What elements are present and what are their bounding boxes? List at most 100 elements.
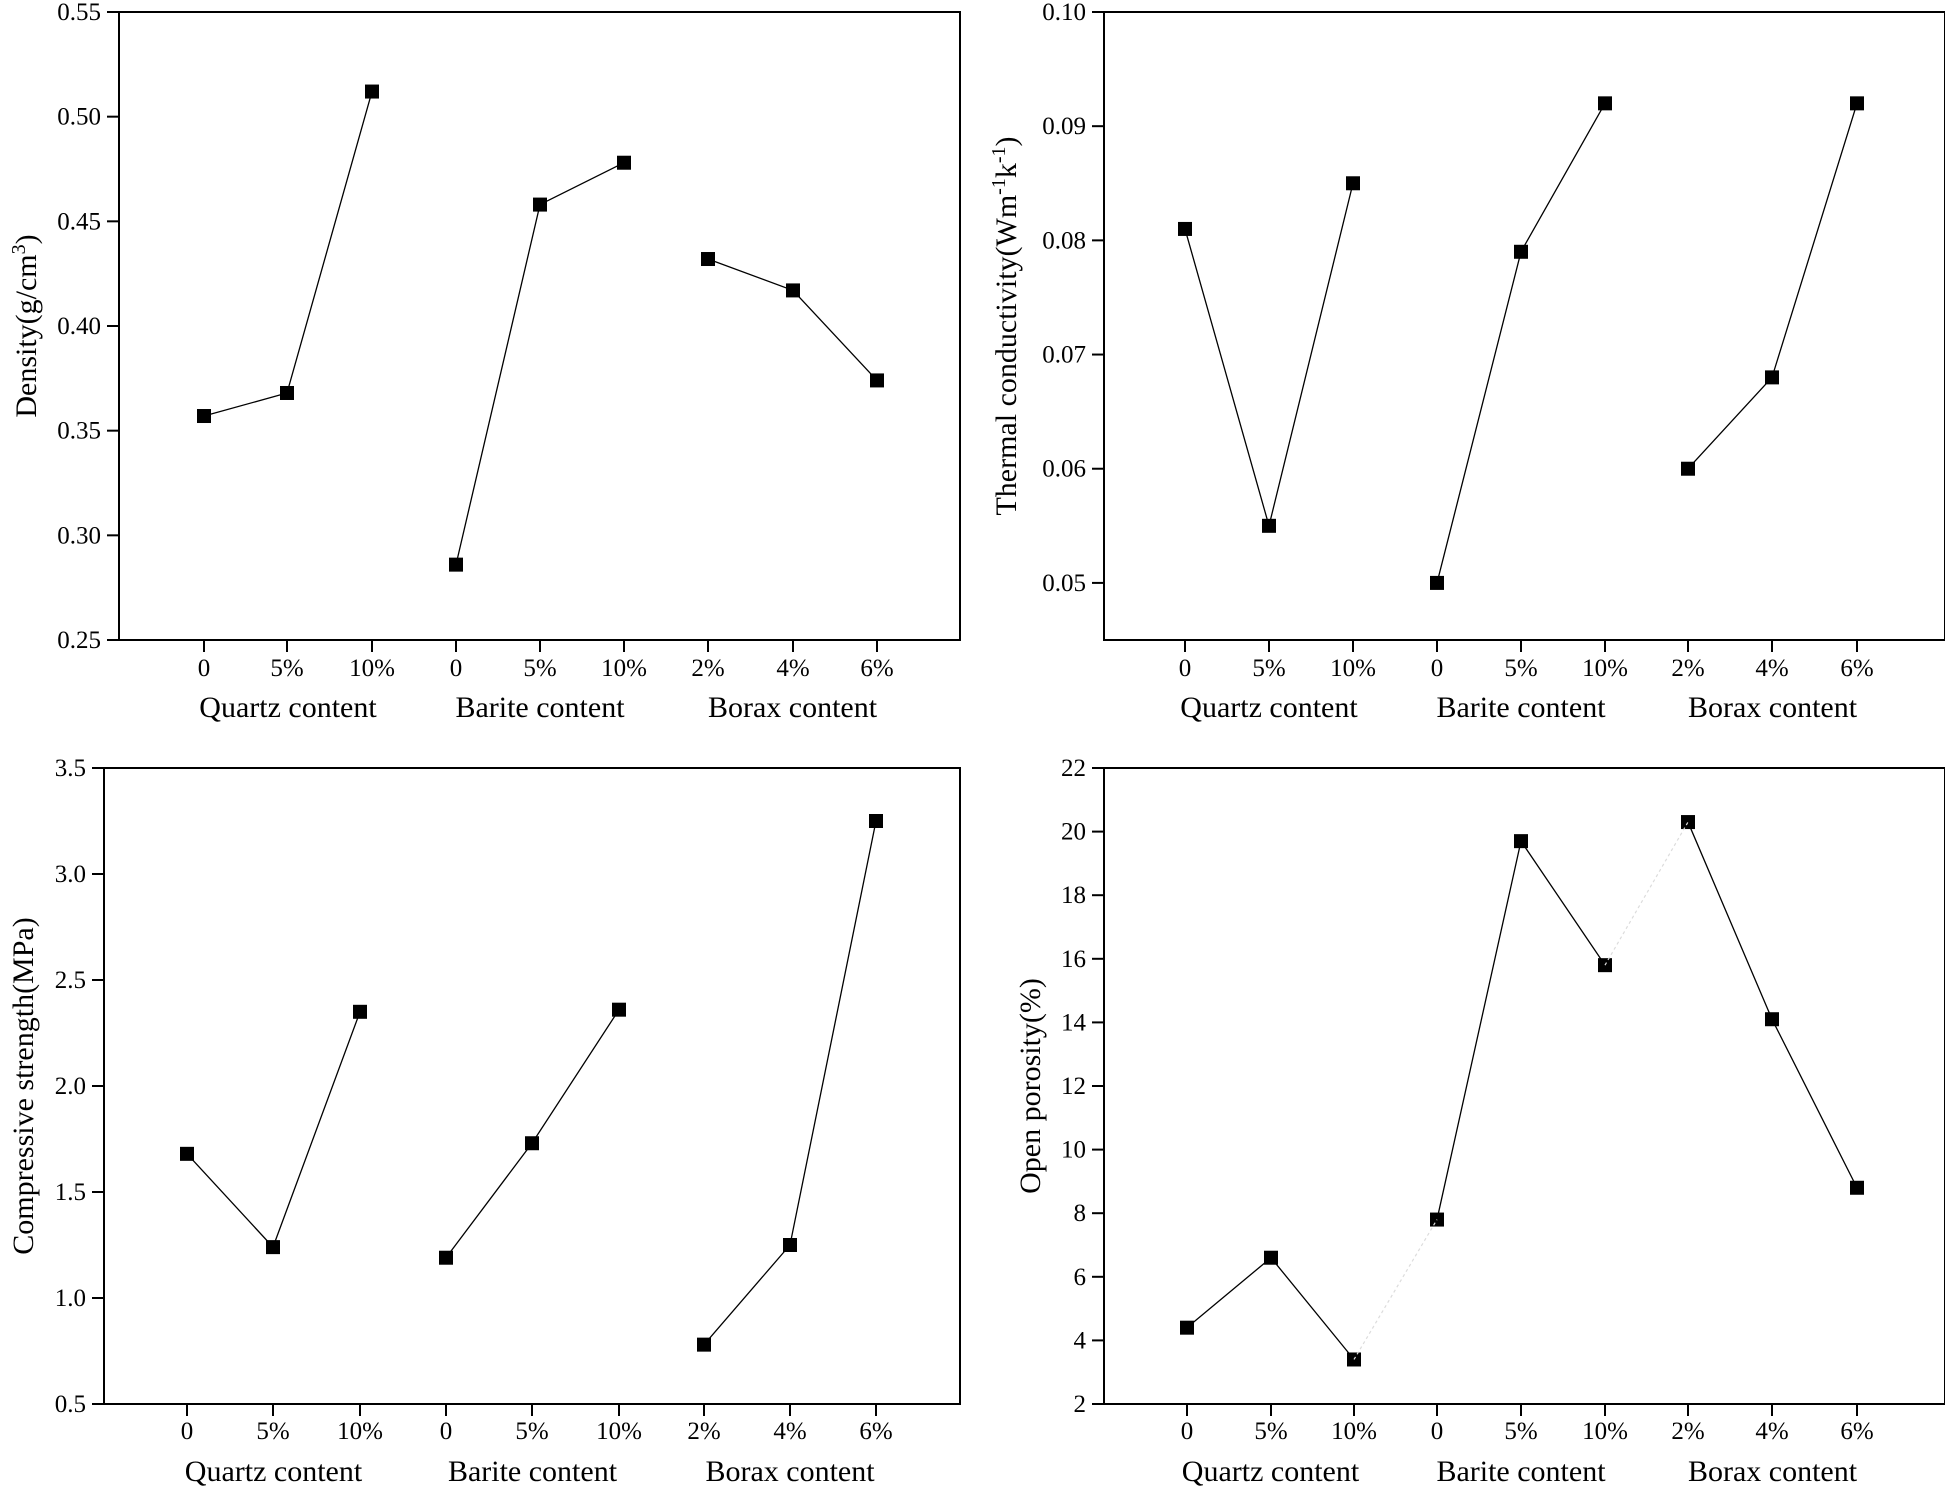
series-line (445, 1009, 620, 1259)
chart-panel-4: 2 4 6 8 10 12 14 16 18 20 22 Open porosity(%) 0 5% 10%… (1014, 755, 1945, 1488)
series-line (1436, 839, 1606, 1220)
y-tick-label: 0.25 (57, 627, 101, 654)
x-tick-label: 10% (1331, 1418, 1377, 1445)
x-tick-label: 0 (181, 1418, 194, 1445)
y-tick-label: 8 (1074, 1200, 1087, 1227)
x-tick-label: 4% (773, 1418, 806, 1445)
y-tick-label: 0.07 (1042, 342, 1086, 369)
x-tick-label: 5% (270, 655, 303, 682)
data-point (1178, 221, 1192, 236)
data-point (786, 283, 800, 298)
y-tick-label: 18 (1061, 882, 1086, 909)
y-tick-label: 1.0 (55, 1285, 86, 1312)
y-tick-label: 0.08 (1042, 227, 1086, 254)
y-tick-label: 10 (1061, 1137, 1086, 1164)
y-tick-label: 0.06 (1042, 456, 1086, 483)
chart-panel-3: 0.5 1.0 1.5 2.0 2.5 3.0 3.5 Compressive strengt… (7, 755, 961, 1488)
group-label: Barite content (1436, 1455, 1606, 1488)
y-tick-label: 0.09 (1042, 113, 1086, 140)
chart-panel-2: 0.05 0.06 0.07 0.08 0.09 0.10 Thermal conducti… (988, 0, 1945, 724)
x-tick-label: 6% (859, 1418, 892, 1445)
y-tick-label: 0.50 (57, 104, 101, 131)
data-point (280, 385, 294, 400)
y-tick-label: 2 (1074, 1391, 1087, 1418)
data-point (869, 814, 883, 828)
data-point (783, 1238, 797, 1252)
x-tick-label: 0 (1179, 655, 1192, 682)
plot-frame (118, 11, 961, 641)
data-point (449, 557, 463, 572)
series-line (1687, 103, 1858, 470)
y-tick-label: 3.5 (55, 755, 86, 782)
x-tick-label: 2% (687, 1418, 720, 1445)
data-point (1681, 815, 1695, 830)
data-point (1346, 176, 1360, 191)
x-tick-label: 4% (1755, 1418, 1788, 1445)
group-label: Quartz content (199, 691, 377, 724)
x-tick-label: 0 (450, 655, 463, 682)
data-point (266, 1240, 280, 1255)
group-label: Barite content (455, 691, 625, 724)
y-tick-label: 0.45 (57, 208, 101, 235)
x-tick-label: 2% (691, 655, 724, 682)
x-tick-label: 0 (1431, 655, 1444, 682)
y-tick-label: 16 (1061, 946, 1086, 973)
series-line (1184, 183, 1354, 529)
x-tick-label: 5% (523, 655, 556, 682)
data-point (870, 373, 884, 388)
group-connector (1353, 1219, 1438, 1360)
y-tick-label: 0.05 (1042, 570, 1086, 597)
y-axis-label: Density(g/cm3) (8, 234, 43, 417)
x-tick-label: 5% (1254, 1418, 1287, 1445)
y-tick-label: 20 (1061, 819, 1086, 846)
series-line (1436, 103, 1606, 584)
plot-frame (1103, 11, 1945, 641)
x-tick-label: 6% (860, 655, 893, 682)
x-tick-label: 10% (1582, 655, 1628, 682)
group-label: Borax content (708, 691, 878, 724)
x-tick-label: 5% (1504, 655, 1537, 682)
data-point (1850, 96, 1864, 111)
group-label: Barite content (448, 1455, 618, 1488)
x-tick-label: 10% (1330, 655, 1376, 682)
y-tick-label: 6 (1074, 1264, 1087, 1291)
data-point (1264, 1250, 1278, 1265)
y-tick-label: 4 (1074, 1327, 1087, 1354)
group-label: Borax content (705, 1455, 875, 1488)
x-tick-label: 4% (1755, 655, 1788, 682)
group-label: Quartz content (185, 1455, 363, 1488)
data-point (1765, 1012, 1779, 1027)
plot-frame (1103, 767, 1945, 1405)
series-line (203, 91, 373, 417)
y-axis-label: Open porosity(%) (1014, 978, 1047, 1194)
x-tick-label: 5% (1504, 1418, 1537, 1445)
y-axis-label: Compressive strength(MPa) (7, 917, 40, 1254)
y-axis-label: Thermal conductivity(Wm-1k-1) (988, 136, 1023, 515)
y-tick-label: 0.5 (55, 1391, 86, 1418)
x-tick-label: 0 (440, 1418, 453, 1445)
x-tick-label: 10% (349, 655, 395, 682)
group-label: Borax content (1688, 691, 1858, 724)
chart-panel-1: 0.25 0.30 0.35 0.40 0.45 0.50 0.55 Density(g/cm… (8, 0, 961, 724)
data-point (697, 1337, 711, 1352)
series-line (455, 162, 625, 565)
data-point (197, 409, 211, 424)
data-point (1262, 518, 1276, 533)
y-tick-label: 0.55 (57, 0, 101, 26)
y-tick-label: 1.5 (55, 1179, 86, 1206)
data-point (1430, 575, 1444, 590)
series-line (186, 1011, 361, 1249)
data-point (525, 1136, 539, 1151)
data-point (1681, 461, 1695, 476)
x-tick-label: 2% (1671, 655, 1704, 682)
series-line (1186, 1256, 1355, 1360)
x-tick-label: 0 (1431, 1418, 1444, 1445)
x-tick-label: 0 (1181, 1418, 1194, 1445)
data-point (617, 155, 631, 170)
data-point (1514, 244, 1528, 259)
x-tick-label: 10% (337, 1418, 383, 1445)
x-tick-label: 10% (1582, 1418, 1628, 1445)
x-tick-label: 6% (1840, 1418, 1873, 1445)
data-point (533, 197, 547, 212)
